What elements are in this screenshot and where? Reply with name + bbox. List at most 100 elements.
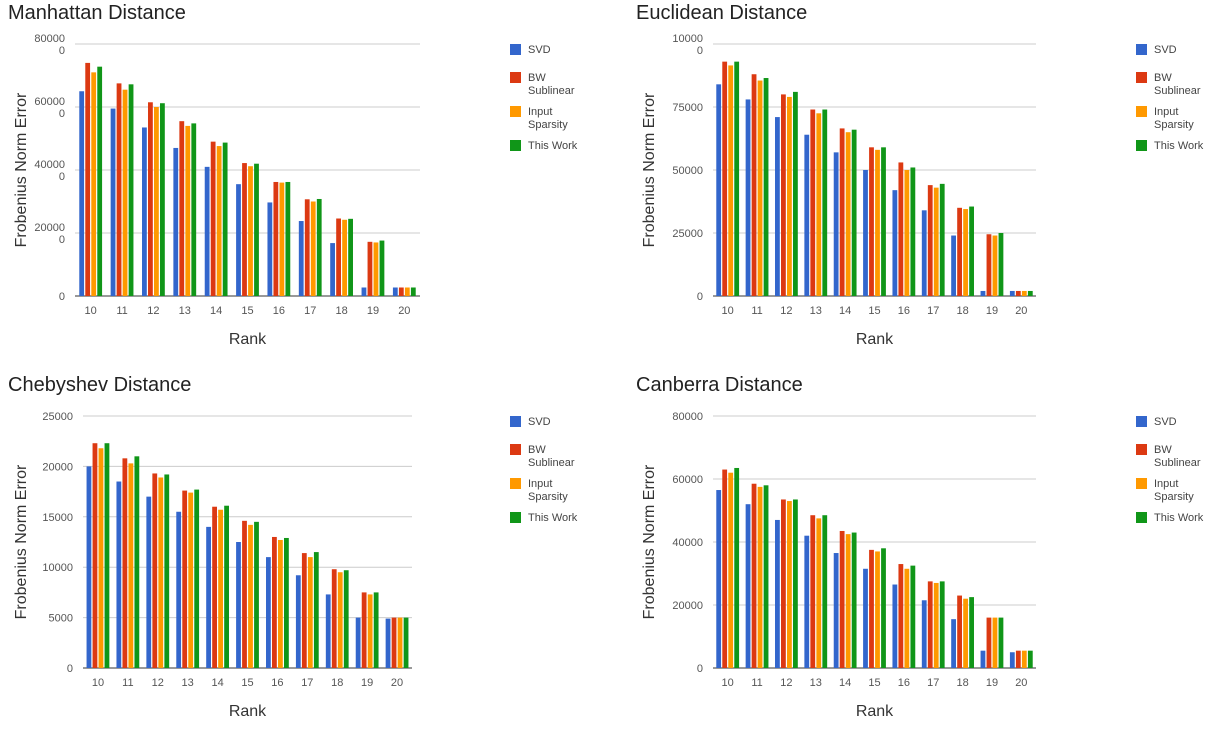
- bar-input-sparsity: [757, 486, 763, 668]
- bar-input-sparsity: [122, 89, 128, 296]
- bar-input-sparsity: [992, 235, 998, 296]
- bar-svd: [142, 127, 147, 296]
- bar-svd: [951, 619, 956, 668]
- bar-svd: [206, 526, 211, 668]
- x-tick-label: 12: [780, 305, 792, 317]
- bar-svd: [921, 210, 927, 296]
- bar-input-sparsity: [728, 472, 734, 668]
- x-tick-label: 11: [751, 677, 762, 689]
- bar-this-work: [969, 206, 974, 296]
- bar-svd: [833, 152, 839, 296]
- bar-bw-sublinear: [1015, 290, 1021, 296]
- bar-input-sparsity: [963, 209, 968, 296]
- bar-input-sparsity: [279, 182, 285, 296]
- bar-bw-sublinear: [331, 569, 337, 668]
- bar-input-sparsity: [154, 107, 159, 296]
- bar-input-sparsity: [404, 287, 410, 296]
- bar-bw-sublinear: [927, 185, 933, 296]
- bar-bw-sublinear: [751, 74, 757, 297]
- legend-label-input-sparsity: Input Sparsity: [528, 478, 568, 503]
- x-tick-label: 16: [898, 305, 910, 317]
- legend-label-bw-sublinear: BW Sublinear: [1154, 72, 1201, 97]
- legend-swatch-bw-sublinear: [1136, 72, 1147, 83]
- bar-this-work: [222, 142, 228, 296]
- x-tick-label: 14: [839, 305, 851, 317]
- x-tick-label: 15: [241, 677, 253, 689]
- bar-bw-sublinear: [869, 147, 874, 296]
- bar-input-sparsity: [367, 594, 373, 668]
- legend-label-bw-sublinear: BW Sublinear: [528, 444, 575, 469]
- bar-this-work: [881, 147, 886, 296]
- bar-input-sparsity: [373, 242, 379, 296]
- legend-label-bw-sublinear: BW Sublinear: [528, 72, 575, 97]
- y-tick-label: 25000: [672, 228, 703, 240]
- bar-bw-sublinear: [336, 218, 341, 296]
- x-tick-label: 10: [722, 677, 734, 689]
- bar-svd: [951, 235, 956, 296]
- bar-input-sparsity: [816, 113, 822, 296]
- bar-this-work: [164, 474, 170, 668]
- y-tick-label: 0: [697, 663, 703, 675]
- bar-svd: [79, 91, 85, 296]
- bar-bw-sublinear: [839, 530, 845, 668]
- x-tick-label: 14: [839, 677, 851, 689]
- bar-input-sparsity: [128, 463, 134, 668]
- bar-bw-sublinear: [781, 499, 786, 668]
- x-tick-label: 17: [927, 677, 939, 689]
- x-tick-label: 19: [367, 305, 379, 317]
- bar-bw-sublinear: [122, 458, 128, 668]
- bar-input-sparsity: [342, 219, 347, 296]
- bar-bw-sublinear: [367, 241, 373, 296]
- bar-svd: [716, 84, 722, 296]
- bar-this-work: [851, 129, 857, 296]
- chart-title: Manhattan Distance: [8, 2, 186, 24]
- x-tick-label: 10: [722, 305, 734, 317]
- bar-input-sparsity: [787, 96, 792, 296]
- bar-bw-sublinear: [391, 617, 397, 668]
- bar-svd: [385, 618, 391, 668]
- x-tick-label: 11: [751, 305, 762, 317]
- bar-bw-sublinear: [986, 234, 992, 296]
- x-tick-label: 16: [271, 677, 283, 689]
- legend-label-svd: SVD: [1154, 416, 1177, 428]
- bar-bw-sublinear: [722, 61, 728, 296]
- bar-this-work: [822, 109, 828, 297]
- bar-svd: [86, 466, 92, 668]
- x-tick-label: 11: [122, 677, 133, 689]
- bar-bw-sublinear: [781, 94, 786, 297]
- bar-this-work: [348, 218, 353, 296]
- bar-bw-sublinear: [212, 506, 217, 668]
- bar-svd: [325, 594, 331, 668]
- bar-bw-sublinear: [210, 141, 216, 296]
- y-tick-label: 5000: [49, 613, 73, 625]
- bar-input-sparsity: [728, 65, 734, 296]
- x-tick-label: 14: [211, 677, 223, 689]
- x-axis-title: Rank: [229, 703, 267, 720]
- x-tick-label: 19: [986, 677, 998, 689]
- bar-input-sparsity: [158, 477, 164, 668]
- bar-svd: [176, 511, 182, 668]
- bar-input-sparsity: [816, 518, 822, 668]
- bar-this-work: [134, 456, 140, 668]
- bar-svd: [146, 496, 152, 668]
- chart-panel-euclidean: Euclidean Distance 0 25000 50000 75000 10000…: [628, 0, 1219, 363]
- y-tick-label: 20000: [42, 461, 73, 473]
- bar-this-work: [379, 240, 385, 296]
- bar-this-work: [284, 537, 289, 668]
- bar-svd: [236, 542, 241, 668]
- chart-svg-manhattan: 0 20000 0 40000 0 60000 0 80000 0 10 11 12 13 14 15 16 1…: [13, 33, 578, 348]
- chart-title: Canberra Distance: [636, 374, 803, 396]
- y-tick-label: 75000: [672, 102, 703, 114]
- bar-bw-sublinear: [898, 162, 904, 296]
- x-axis-title: Rank: [856, 331, 894, 348]
- bar-input-sparsity: [875, 149, 880, 296]
- chart-svg-chebyshev: 0 5000 10000 15000 20000 25000 10 11 12 13 14 15 16 1…: [13, 411, 578, 720]
- bar-bw-sublinear: [242, 163, 247, 296]
- x-tick-label: 13: [810, 677, 822, 689]
- y-axis-title: Frobenius Norm Error: [13, 464, 30, 619]
- y-tick-label: 0: [59, 291, 65, 303]
- x-tick-label: 13: [810, 305, 822, 317]
- x-tick-label: 19: [986, 305, 998, 317]
- bar-bw-sublinear: [179, 121, 185, 296]
- bar-input-sparsity: [904, 568, 910, 668]
